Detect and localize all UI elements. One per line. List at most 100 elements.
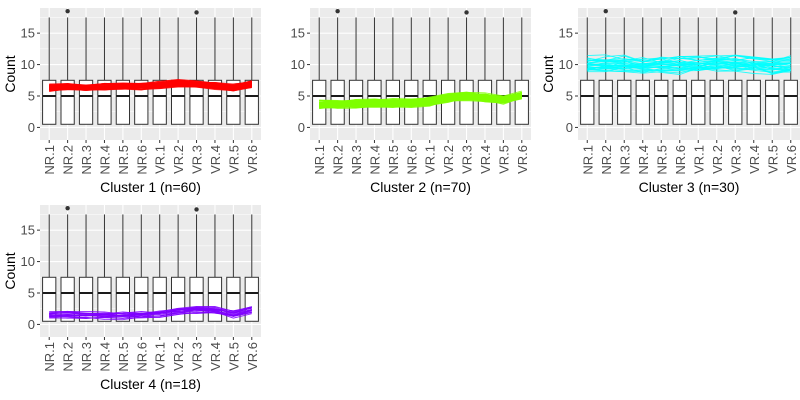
box xyxy=(598,79,613,125)
y-tick-label: 10 xyxy=(21,57,35,72)
y-tick-label: 15 xyxy=(291,26,305,41)
x-tick-label: VR.5 xyxy=(496,145,511,174)
box xyxy=(97,276,112,322)
x-tick-label: VR.5 xyxy=(226,145,241,174)
box xyxy=(514,79,529,125)
box xyxy=(459,79,474,125)
x-tick-label: NR.6 xyxy=(134,145,149,175)
box xyxy=(42,276,57,322)
box xyxy=(189,276,204,322)
box xyxy=(783,79,798,125)
profile-line xyxy=(49,80,252,88)
x-tick-label: NR.3 xyxy=(349,145,364,175)
x-tick-label: NR.6 xyxy=(134,342,149,372)
x-tick-label: VR.4 xyxy=(478,145,493,174)
profile-line xyxy=(319,97,522,109)
x-tick-label: NR.3 xyxy=(79,145,94,175)
box xyxy=(580,79,595,125)
outlier-point xyxy=(65,8,70,14)
profile-line xyxy=(49,307,252,317)
profile-line xyxy=(319,92,522,103)
y-tick-label: 5 xyxy=(566,89,573,104)
profile-line xyxy=(49,311,252,319)
x-tick-label: NR.5 xyxy=(654,145,669,175)
profile-line xyxy=(49,85,252,92)
profile-line xyxy=(587,65,791,73)
box xyxy=(115,79,131,125)
y-tick-label: 15 xyxy=(21,26,35,41)
profile-line xyxy=(587,66,791,74)
y-tick-label: 10 xyxy=(559,57,573,72)
x-tick-label: VR.1 xyxy=(691,145,706,174)
x-tick-label: VR.2 xyxy=(441,145,456,174)
x-tick-label: VR.3 xyxy=(460,145,475,174)
outlier-point xyxy=(65,205,70,211)
profile-line xyxy=(319,94,522,106)
y-tick-label: 5 xyxy=(28,286,35,301)
x-tick-label: VR.6 xyxy=(245,342,260,371)
x-tick-label: VR.3 xyxy=(728,145,743,174)
x-tick-label: VR.3 xyxy=(190,342,205,371)
box xyxy=(134,79,149,125)
x-tick-label: NR.3 xyxy=(617,145,632,175)
box xyxy=(78,79,94,125)
box xyxy=(207,79,223,125)
box xyxy=(672,79,687,125)
x-tick-label: NR.6 xyxy=(404,145,419,175)
y-tick-label: 10 xyxy=(291,57,305,72)
profile-line xyxy=(587,60,791,67)
x-tick-label: VR.1 xyxy=(423,145,438,174)
profile-line xyxy=(587,67,791,75)
box xyxy=(709,79,724,125)
y-tick-label: 0 xyxy=(298,120,305,135)
y-tick-label: 10 xyxy=(21,254,35,269)
y-axis-title: Count xyxy=(540,55,556,92)
x-tick-label: VR.5 xyxy=(226,342,241,371)
y-tick-label: 5 xyxy=(298,89,305,104)
x-axis-title: Cluster 2 (n=70) xyxy=(370,179,471,195)
y-axis-title: Count xyxy=(2,55,18,92)
chart-panel-1: 0 5 10 15 NR.1 NR.2 NR.3 NR.4 NR.5 NR.6 VR.1 VR.2 VR… xyxy=(2,8,261,195)
box xyxy=(60,79,75,125)
y-tick-label: 5 xyxy=(28,89,35,104)
x-tick-label: NR.2 xyxy=(599,145,614,175)
y-tick-label: 0 xyxy=(566,120,573,135)
y-axis-title: Count xyxy=(2,252,18,289)
x-tick-label: VR.4 xyxy=(208,342,223,371)
x-tick-label: NR.2 xyxy=(331,145,346,175)
box xyxy=(691,79,706,125)
x-tick-label: VR.3 xyxy=(190,145,205,174)
box xyxy=(765,79,780,125)
x-tick-label: NR.1 xyxy=(42,342,57,372)
x-axis-title: Cluster 1 (n=60) xyxy=(100,179,201,195)
x-tick-label: VR.5 xyxy=(765,145,780,174)
outlier-point xyxy=(194,207,199,212)
x-tick-label: VR.1 xyxy=(153,145,168,174)
x-tick-label: VR.2 xyxy=(171,145,186,174)
x-tick-label: NR.6 xyxy=(673,145,688,175)
outlier-point xyxy=(603,8,608,14)
box xyxy=(635,79,650,125)
x-tick-label: NR.2 xyxy=(61,342,76,372)
box xyxy=(97,79,112,125)
box xyxy=(134,276,149,322)
x-tick-label: VR.2 xyxy=(171,342,186,371)
y-tick-label: 15 xyxy=(559,26,573,41)
x-tick-label: VR.4 xyxy=(208,145,223,174)
x-tick-label: NR.4 xyxy=(636,145,651,175)
panel-background xyxy=(40,8,261,140)
box xyxy=(207,276,223,322)
x-tick-label: VR.6 xyxy=(245,145,260,174)
outlier-point xyxy=(464,10,469,15)
x-tick-label: VR.6 xyxy=(515,145,530,174)
x-axis-title: Cluster 3 (n=30) xyxy=(639,179,740,195)
x-tick-label: VR.2 xyxy=(710,145,725,174)
outlier-point xyxy=(733,10,738,15)
x-tick-label: NR.1 xyxy=(312,145,327,175)
profile-line xyxy=(587,65,791,75)
profile-line xyxy=(587,55,791,63)
chart-panel-4: 0 5 10 15 NR.1 NR.2 NR.3 NR.4 NR.5 NR.6 VR.1 VR.2 VR… xyxy=(2,205,261,392)
box xyxy=(152,79,167,125)
profile-line xyxy=(587,58,791,65)
